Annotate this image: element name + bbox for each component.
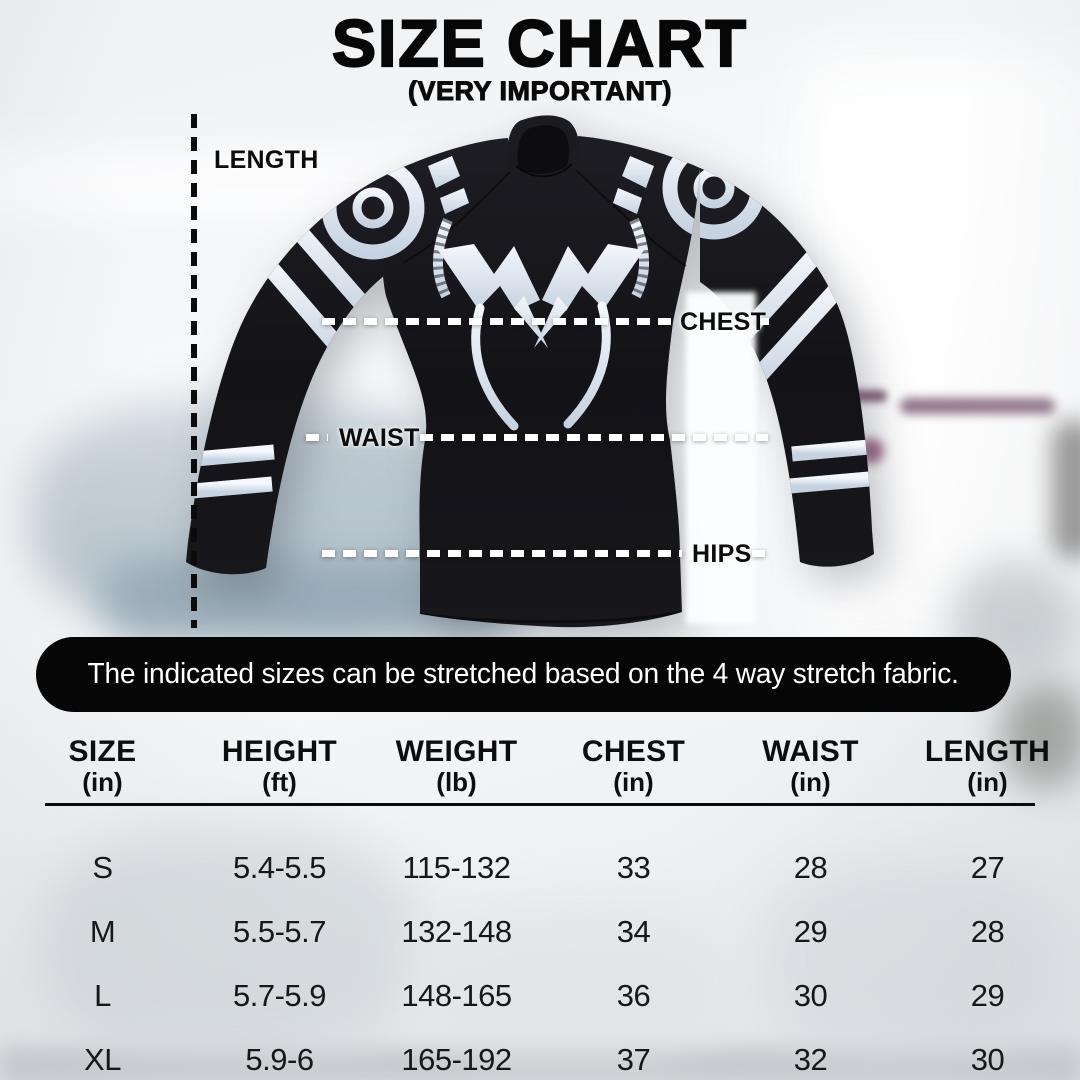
size-table-body: S 5.4-5.5 115-132 33 28 27 M 5.5-5.7 132… (14, 836, 1076, 1080)
column-header-weight: WEIGHT (lb) (395, 735, 518, 797)
hips-measure-line (752, 550, 768, 557)
rashguard-product-image (186, 115, 874, 628)
background-dark-edge (1052, 420, 1080, 560)
background-purple-bar (900, 398, 1055, 414)
table-row-xl: XL 5.9-6 165-192 37 32 30 (84, 1042, 1005, 1077)
column-header-height: HEIGHT (ft) (221, 735, 338, 797)
hips-measure-line (322, 550, 682, 557)
chest-label: CHEST (680, 308, 767, 336)
table-row-m: M 5.5-5.7 132-148 34 29 28 (89, 914, 1005, 949)
stretch-note-banner: The indicated sizes can be stretched bas… (36, 637, 1011, 712)
length-measure-line (191, 114, 197, 628)
size-table-header: SIZE (in) HEIGHT (ft) WEIGHT (lb) CHEST … (14, 735, 1076, 797)
column-header-size: SIZE (in) (68, 735, 137, 797)
chest-measure-line (756, 318, 769, 325)
background-white-gap (686, 292, 756, 624)
column-header-waist: WAIST (in) (762, 735, 859, 797)
table-row-s: S 5.4-5.5 115-132 33 28 27 (92, 850, 1005, 885)
chest-measure-line (322, 318, 674, 325)
waist-measure-line (306, 434, 328, 441)
column-header-chest: CHEST (in) (581, 735, 686, 797)
size-table: SIZE (in) HEIGHT (ft) WEIGHT (lb) CHEST … (14, 730, 1076, 1080)
column-header-length: LENGTH (in) (924, 735, 1051, 797)
hips-label: HIPS (692, 540, 752, 568)
stretch-note-text: The indicated sizes can be stretched bas… (87, 658, 960, 690)
table-row-l: L 5.7-5.9 148-165 36 30 29 (94, 978, 1005, 1013)
page-subtitle: (VERY IMPORTANT) (408, 76, 673, 107)
waist-measure-line (420, 434, 768, 441)
table-header-rule (45, 803, 1035, 806)
page-title: SIZE CHART (331, 6, 748, 80)
waist-label: WAIST (339, 424, 420, 452)
length-label: LENGTH (214, 146, 319, 174)
